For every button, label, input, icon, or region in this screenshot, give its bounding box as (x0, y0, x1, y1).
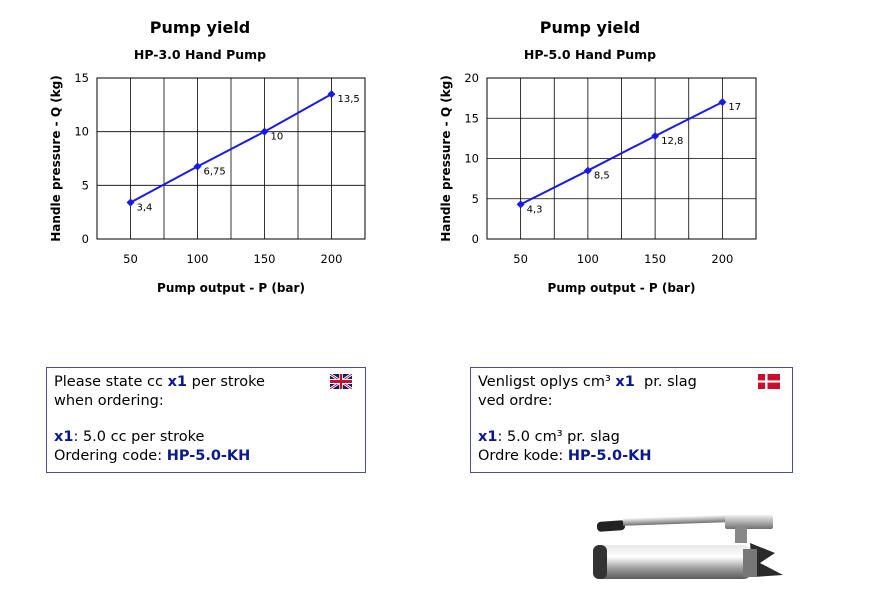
data-label: 13,5 (338, 94, 360, 105)
data-label: 4,3 (527, 204, 543, 215)
chart-hp-5-0: Pump yield HP-5.0 Hand Pump 0 5 10 15 20 50 10… (410, 0, 770, 310)
ordering-info-danish: Venligst oplys cm³ x1 pr. slag ved ordre… (470, 367, 793, 473)
y-tick-label: 15 (464, 111, 479, 125)
text: : 5.0 cm³ pr. slag (497, 429, 620, 445)
text: per stroke (187, 374, 265, 390)
data-label: 17 (728, 102, 741, 113)
x-tick-label: 150 (254, 252, 276, 266)
x-axis-label: Pump output - P (bar) (548, 281, 696, 295)
y-tick-label: 20 (464, 71, 479, 85)
y-tick-label: 5 (472, 192, 479, 206)
x1-placeholder: x1 (167, 374, 188, 390)
x-tick-label: 50 (123, 252, 138, 266)
x1-placeholder: x1 (615, 374, 635, 390)
box-line-1: Venligst oplys cm³ x1 pr. slag (478, 373, 697, 392)
data-label: 6,75 (204, 167, 226, 178)
y-tick-label: 10 (74, 125, 89, 139)
data-point (193, 162, 202, 171)
text: Ordre kode: (478, 448, 568, 464)
data-point (126, 198, 135, 207)
series-line (130, 93, 332, 204)
chart-plot: 0 5 10 15 50 100 150 200 Pump output - P (bar) Ha… (49, 71, 366, 295)
x-axis-label: Pump output - P (bar) (157, 281, 305, 295)
chart-title: Pump yield (149, 18, 251, 37)
text: Please state cc (54, 374, 168, 390)
data-label: 3,4 (137, 203, 153, 214)
chart-hp-3-0: Pump yield HP-3.0 Hand Pump 0 5 10 15 50 100 1… (20, 0, 380, 310)
box-line-4: Ordering code: HP-5.0-KH (54, 447, 250, 466)
y-tick-label: 5 (82, 178, 89, 192)
ordering-code: HP-5.0-KH (166, 448, 251, 464)
ordering-code: HP-5.0-KH (567, 448, 652, 464)
text: Venligst oplys cm³ (478, 374, 616, 390)
data-point (583, 166, 592, 175)
data-point (651, 131, 660, 140)
text: pr. slag (634, 374, 697, 390)
x-tick-label: 50 (513, 252, 528, 266)
data-label: 10 (271, 132, 284, 143)
denmark-flag-icon (758, 374, 780, 389)
chart-title: Pump yield (539, 18, 641, 37)
data-point (516, 200, 525, 209)
x-tick-label: 100 (577, 252, 599, 266)
y-tick-label: 10 (464, 152, 479, 166)
y-tick-label: 0 (82, 232, 89, 246)
box-line-2: when ordering: (54, 393, 164, 409)
series-line (520, 101, 723, 206)
chart-subtitle: HP-3.0 Hand Pump (133, 47, 267, 62)
text: : 5.0 cc per stroke (73, 429, 205, 445)
data-point (260, 127, 269, 136)
x1-placeholder: x1 (54, 429, 74, 445)
y-axis-label: Handle pressure - Q (kg) (439, 75, 453, 242)
y-tick-label: 15 (74, 71, 89, 85)
x-tick-label: 150 (644, 252, 666, 266)
x1-placeholder: x1 (478, 429, 498, 445)
data-label: 8,5 (594, 171, 610, 182)
y-tick-label: 0 (472, 232, 479, 246)
box-line-3: x1: 5.0 cc per stroke (54, 428, 204, 447)
chart-plot: 0 5 10 15 20 50 100 150 200 Pump output - P (bar)… (439, 71, 757, 295)
box-line-3: x1: 5.0 cm³ pr. slag (478, 428, 620, 447)
ordering-info-english: Please state cc x1 per stroke when order… (46, 367, 366, 473)
box-line-2: ved ordre: (478, 393, 553, 409)
data-point (327, 90, 336, 99)
box-line-4: Ordre kode: HP-5.0-KH (478, 447, 651, 466)
box-line-1: Please state cc x1 per stroke (54, 373, 265, 392)
x-tick-label: 200 (711, 252, 733, 266)
text: Ordering code: (54, 448, 167, 464)
uk-flag-icon (330, 374, 352, 389)
data-point (718, 98, 727, 107)
x-tick-label: 200 (321, 252, 343, 266)
data-label: 12,8 (661, 136, 683, 147)
chart-subtitle: HP-5.0 Hand Pump (523, 47, 657, 62)
x-tick-label: 100 (187, 252, 209, 266)
hand-pump-image (593, 514, 783, 579)
y-axis-label: Handle pressure - Q (kg) (49, 75, 63, 242)
